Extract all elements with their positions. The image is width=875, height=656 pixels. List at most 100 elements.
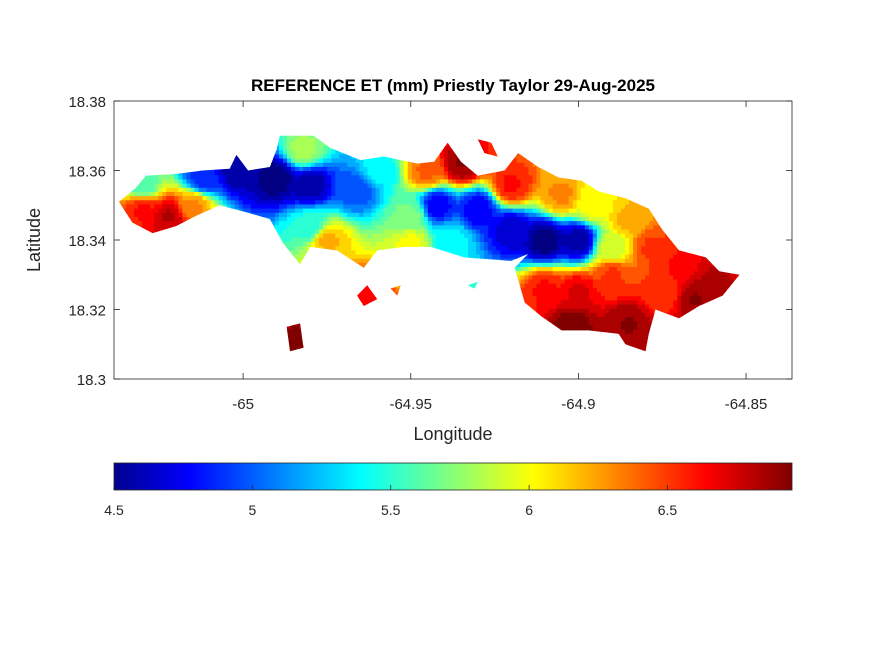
heatmap-cell [315,220,320,226]
heatmap-cell [323,166,328,172]
heatmap-cell [150,208,155,213]
heatmap-cell [170,224,175,230]
heatmap-cell [182,178,188,184]
heatmap-cell [142,212,147,217]
heatmap-cell [399,170,405,176]
heatmap-cell [194,191,200,197]
heatmap-cell [226,178,232,184]
heatmap-cell [266,166,272,172]
heatmap-cell [295,183,300,188]
heatmap-cell [407,191,413,197]
heatmap-cell [291,166,296,172]
heatmap-cell [327,199,332,205]
heatmap-cell [154,195,159,201]
heatmap-cell [311,233,316,238]
heatmap-cell [375,170,381,176]
heatmap-cell [210,187,216,192]
heatmap-cell [407,224,413,230]
heatmap-cell [250,199,256,205]
heatmap-cell [319,191,324,197]
heatmap-cell [407,233,413,238]
heatmap-cell [142,208,147,213]
heatmap-cell [359,178,365,184]
heatmap-cell [291,324,296,330]
heatmap-cell [170,199,175,205]
heatmap-cell [299,149,304,155]
heatmap-cell [162,212,167,217]
heatmap-cell [359,220,365,226]
heatmap-cell [287,187,292,192]
heatmap-cell [367,178,373,184]
heatmap-cell [363,174,369,180]
heatmap-cell [299,341,304,347]
heatmap-cell [379,237,385,242]
heatmap-cell [283,135,288,138]
heatmap-cell [258,195,264,201]
heatmap-cell [295,178,300,184]
heatmap-cell [198,195,204,201]
heatmap-cell [162,191,167,197]
heatmap-cell [258,166,264,172]
heatmap-cell [202,187,208,192]
heatmap-cell [234,187,240,192]
heatmap-cell [403,174,409,180]
heatmap-cell [262,170,268,176]
heatmap-cell [343,212,348,217]
heatmap-cell [158,191,163,197]
heatmap-cell [395,203,401,209]
heatmap-cell [291,149,296,155]
heatmap-cell [287,203,292,209]
heatmap-cell [347,241,352,247]
heatmap-cell [407,199,413,205]
heatmap-cell [363,249,369,255]
heatmap-cell [174,199,179,205]
heatmap-cell [250,170,256,176]
heatmap-cell [210,191,216,197]
heatmap-cell [246,203,252,209]
heatmap-cell [391,220,397,226]
heatmap-cell [150,178,155,184]
heatmap-cell [363,195,369,201]
heatmap-cell [287,233,292,238]
heatmap-cell [242,191,248,197]
heatmap-cell [166,183,171,188]
heatmap-cell [311,220,316,226]
heatmap-cell [339,157,344,163]
heatmap-cell [327,162,332,167]
heatmap-cell [387,233,393,238]
heatmap-cell [371,183,377,188]
heatmap-cell [371,203,377,209]
heatmap-cell [234,162,240,167]
heatmap-cell [291,199,296,205]
heatmap-cell [319,149,324,155]
heatmap-cell [343,183,348,188]
heatmap-cell [307,187,312,192]
heatmap-cell [351,166,357,172]
heatmap-cell [299,187,304,192]
heatmap-cell [299,183,304,188]
heatmap-cell [158,174,163,180]
heatmap-cell [347,220,352,226]
heatmap-cell [327,153,332,159]
heatmap-cell [295,191,300,197]
heatmap-cell [291,195,296,201]
heatmap-cell [315,233,320,238]
heatmap-cell [126,208,131,213]
heatmap-cell [142,203,147,209]
heatmap-cell [186,203,192,209]
heatmap-cell [299,145,304,151]
heatmap-cell [182,199,188,205]
heatmap-cell [387,157,393,163]
heatmap-cell [166,178,171,184]
heatmap-cell [166,220,171,226]
heatmap-cell [146,174,151,180]
heatmap-cell [194,199,200,205]
heatmap-cell [291,212,296,217]
heatmap-cell [323,216,328,222]
heatmap-cell [262,178,268,184]
heatmap-cell [150,199,155,205]
heatmap-cell [391,203,397,209]
heatmap-cell [391,178,397,184]
heatmap-cell [299,233,304,238]
heatmap-cell [170,183,175,188]
